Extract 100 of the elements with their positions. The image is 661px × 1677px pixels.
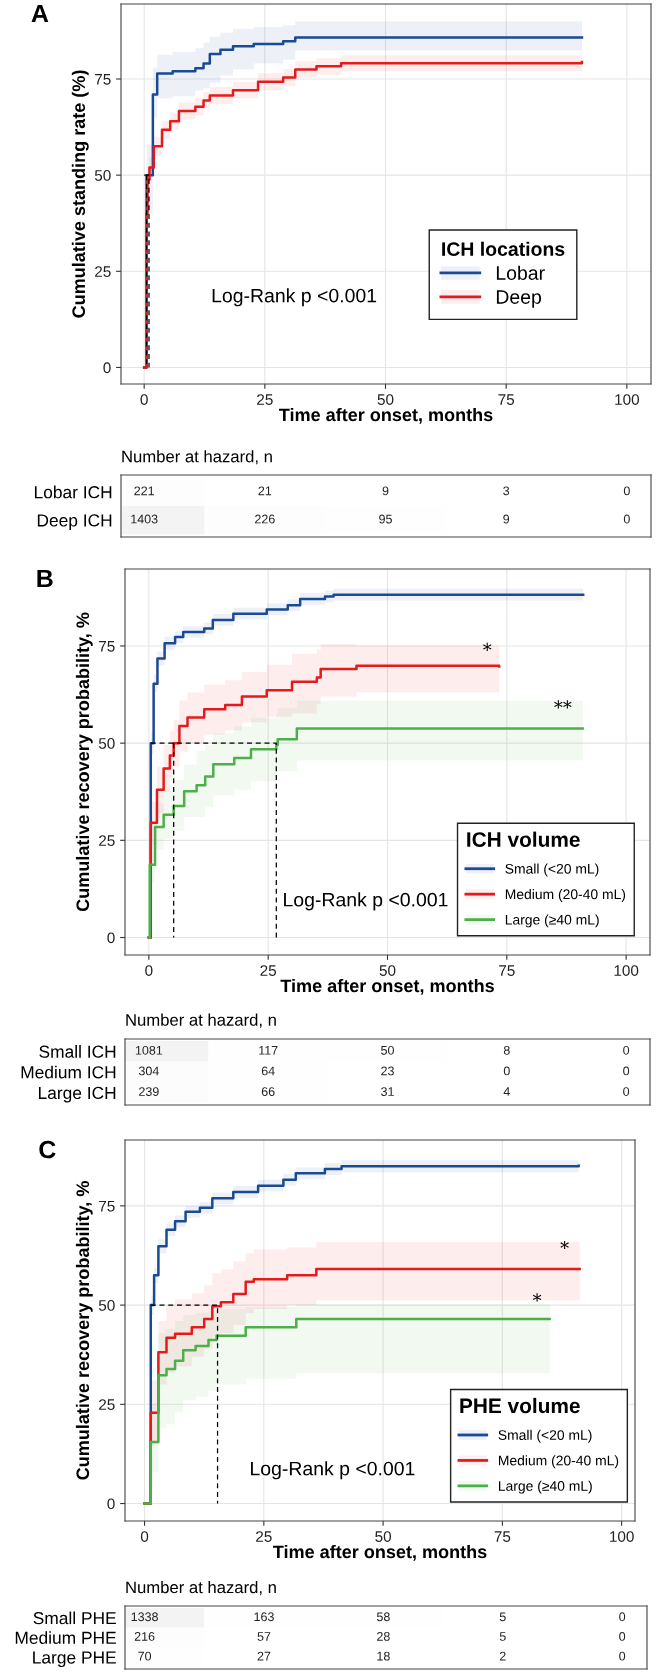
x-tick-label: 25	[257, 394, 273, 405]
legend-label: Medium (20-40 mL)	[505, 888, 626, 902]
x-axis-title: Time after onset, months	[273, 1544, 487, 1561]
legend-title: ICH locations	[442, 241, 565, 256]
legend-label: Deep	[496, 290, 542, 308]
data-label: 0	[623, 514, 630, 524]
data-label: 1338	[131, 1612, 158, 1622]
chart-title: Number at hazard, n	[126, 1581, 276, 1596]
data-label: 58	[376, 1612, 390, 1622]
data-label: 0	[623, 1087, 630, 1096]
data-label: 0	[619, 1632, 626, 1641]
data-label: 28	[377, 1632, 390, 1641]
data-label: 3	[503, 486, 510, 496]
data-label: 216	[134, 1632, 155, 1641]
annotation: *	[532, 1293, 542, 1302]
y-tick-label: Lobar ICH	[34, 485, 112, 499]
x-tick-label: 0	[145, 965, 153, 976]
data-label: 23	[381, 1066, 394, 1076]
y-tick-label: 25	[99, 835, 115, 847]
data-label: 66	[261, 1087, 275, 1096]
x-tick-label: 0	[140, 394, 148, 405]
data-label: 226	[255, 514, 275, 524]
x-tick-label: 100	[610, 1531, 634, 1542]
y-tick-label: Small ICH	[39, 1045, 116, 1058]
legend-label: Medium (20-40 mL)	[498, 1455, 619, 1469]
data-label: 95	[379, 514, 392, 524]
legend-label: Small (<20 mL)	[505, 863, 599, 877]
data-label: 1081	[135, 1045, 163, 1055]
data-label: 221	[134, 486, 154, 496]
y-tick-label: 0	[103, 362, 111, 374]
chart-title: C	[39, 1140, 56, 1159]
y-tick-label: Medium ICH	[21, 1065, 116, 1079]
data-label: 57	[257, 1632, 271, 1641]
annotation: *	[483, 642, 492, 652]
chart-title: B	[37, 569, 53, 588]
x-tick-label: 100	[614, 965, 639, 976]
y-tick-label: Large PHE	[33, 1651, 116, 1668]
data-label: 5	[499, 1612, 506, 1622]
y-tick-label: 75	[99, 1200, 115, 1212]
data-label: 8	[503, 1045, 510, 1055]
legend-label: Small (<20 mL)	[498, 1429, 592, 1443]
legend-title: PHE volume	[460, 1397, 580, 1414]
y-axis-title: Cumulative recovery probability, %	[75, 612, 93, 912]
data-label: 2	[499, 1651, 506, 1661]
data-label: 117	[259, 1046, 278, 1055]
data-label: 4	[503, 1087, 510, 1096]
data-label: 0	[503, 1066, 510, 1076]
legend-label: Lobar	[496, 265, 545, 280]
y-tick-label: 0	[107, 1498, 115, 1510]
data-label: 64	[261, 1066, 275, 1076]
data-label: 70	[138, 1651, 152, 1661]
data-label: 0	[619, 1612, 626, 1622]
legend-title: ICH volume	[467, 831, 580, 847]
y-tick-label: Deep ICH	[37, 514, 112, 530]
annotation: Log-Rank p <0.001	[284, 892, 448, 911]
y-tick-label: 75	[99, 640, 115, 652]
y-tick-label: 0	[107, 932, 115, 944]
x-tick-label: 50	[377, 394, 394, 405]
x-tick-label: 25	[256, 1531, 272, 1542]
data-label: 9	[382, 486, 389, 496]
y-tick-label: Medium PHE	[15, 1631, 116, 1644]
data-label: 9	[503, 514, 510, 524]
data-label: 304	[138, 1066, 159, 1076]
y-tick-label: 75	[95, 74, 111, 85]
chart-title: A	[31, 4, 49, 23]
chart-title: Number at hazard, n	[126, 1013, 276, 1028]
y-tick-label: Large ICH	[38, 1086, 116, 1103]
y-tick-label: 50	[94, 170, 111, 181]
x-tick-label: 75	[499, 965, 515, 976]
data-label: 0	[623, 486, 630, 496]
data-label: 31	[381, 1087, 394, 1096]
y-tick-label: 25	[95, 266, 111, 277]
annotation: *	[560, 1240, 569, 1250]
y-tick-label: 50	[98, 1299, 115, 1311]
legend-label: Large (≥40 mL)	[498, 1480, 592, 1494]
data-label: 50	[381, 1045, 394, 1055]
data-label: 18	[377, 1651, 390, 1661]
y-tick-label: 50	[98, 738, 115, 749]
x-tick-label: 75	[494, 1531, 511, 1542]
data-label: 0	[623, 1066, 630, 1076]
x-tick-label: 25	[260, 965, 277, 976]
x-tick-label: 75	[498, 394, 515, 405]
x-tick-label: 0	[140, 1531, 149, 1542]
x-axis-title: Time after onset, months	[279, 407, 493, 424]
data-label: 1403	[131, 514, 158, 524]
x-axis-title: Time after onset, months	[280, 978, 494, 995]
chart-title: Number at hazard, n	[122, 450, 272, 465]
annotation: **	[554, 700, 572, 709]
data-label: 0	[619, 1651, 626, 1661]
data-label: 163	[254, 1612, 274, 1622]
y-axis-title: Cumulative recovery probability, %	[75, 1181, 93, 1480]
data-label: 21	[258, 486, 272, 496]
annotation: Log-Rank p <0.001	[251, 1461, 415, 1480]
data-label: 5	[499, 1632, 506, 1641]
x-tick-label: 50	[379, 965, 396, 976]
data-label: 27	[257, 1651, 271, 1661]
legend-label: Large (≥40 mL)	[505, 914, 599, 928]
annotation: Log-Rank p <0.001	[212, 288, 377, 307]
data-label: 239	[139, 1087, 159, 1096]
y-tick-label: Small PHE	[33, 1611, 116, 1625]
